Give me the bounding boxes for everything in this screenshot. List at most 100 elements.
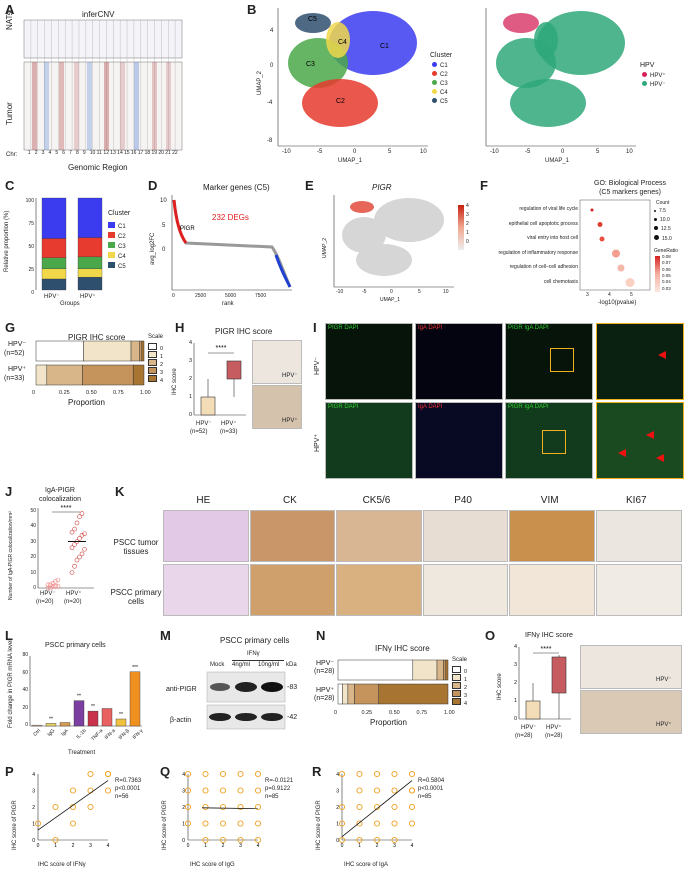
q-point <box>237 820 244 827</box>
c-legend-title: Cluster <box>108 210 131 217</box>
q-ytick: 3 <box>182 789 185 795</box>
h-ytick: 0 <box>188 412 192 418</box>
q-point <box>254 787 262 794</box>
b-ytick-4: -8 <box>267 138 273 144</box>
c-legend-text: C1 <box>118 224 126 230</box>
k-micrograph <box>509 564 595 616</box>
p-point <box>69 820 77 827</box>
k-col-header: HE <box>196 495 211 506</box>
o-yticks: 4 3 2 1 0 <box>509 644 517 724</box>
r-point <box>356 836 363 844</box>
m-title: PSCC primary cells <box>220 636 290 645</box>
l-sig: ** <box>91 704 95 710</box>
f-ratio-text: 0.04 <box>662 279 671 285</box>
g-bar-segment <box>83 340 132 362</box>
n-bar-segment <box>337 659 414 681</box>
e-xtick-3: 0 <box>390 289 393 295</box>
e-xtick-5: 10 <box>443 289 449 295</box>
p-point <box>34 820 42 827</box>
q-point <box>254 820 262 827</box>
a-chr-label: 7 <box>69 150 72 156</box>
c-bar-segment <box>41 197 67 239</box>
c-ytick: 75 <box>28 221 34 227</box>
o-sig: **** <box>541 646 552 653</box>
p-scatter: 00 1 1 2 2 3 3 4 4 <box>32 770 112 849</box>
p-point <box>69 787 77 794</box>
c-legend-swatch <box>108 262 115 268</box>
o-img-label-pos: HPV⁺ <box>656 722 672 728</box>
g-scale-title: Scale <box>148 334 164 340</box>
q-point <box>202 836 209 844</box>
i-img-pos-iga <box>415 402 503 479</box>
panel-c-label: C <box>5 178 15 193</box>
b-xtick-2: -5 <box>317 149 323 155</box>
b-ytick-3: -4 <box>267 100 273 106</box>
c-bar-segment <box>41 238 67 258</box>
b2-xtick-3: 0 <box>561 149 565 155</box>
n-legend-text: 0 <box>464 669 468 675</box>
g-legend-text: 1 <box>160 354 164 360</box>
b-cluster-legend-item: C2 <box>432 71 448 78</box>
l-sig: ** <box>77 694 81 700</box>
o-ytick: 4 <box>513 644 517 650</box>
r-point <box>391 820 398 827</box>
b-umap-cluster: C1 C2 C3 C4 C5 <box>277 8 428 147</box>
h-ytick: 1 <box>188 394 192 400</box>
n-row-pos-n: (n=28) <box>314 695 335 702</box>
a-chr-label: 13 <box>110 150 116 156</box>
q-xtick: 0 <box>187 843 190 849</box>
r-point <box>356 770 363 778</box>
b-hpv-legend-item: HPV⁺ <box>642 72 666 79</box>
d-xlabel: rank <box>222 301 234 307</box>
h-ytick: 3 <box>188 358 192 364</box>
e-colorbar <box>458 205 464 250</box>
q-stat: R=-0.0121 <box>265 778 294 784</box>
f-term-label: regulation of inflammatory response <box>498 249 579 256</box>
l-sig: ** <box>119 712 123 718</box>
e-scale: 4 3 2 1 0 <box>466 203 476 253</box>
panel-o-label: O <box>485 628 496 643</box>
r-point <box>391 787 398 794</box>
b-ylabel: UMAP_2 <box>257 70 263 95</box>
f-count-dot <box>654 210 656 212</box>
k-col-header: CK5/6 <box>362 495 391 506</box>
p-point <box>52 803 59 811</box>
f-ratio-text: 0.06 <box>662 266 671 272</box>
i-roi-box-pos <box>542 430 566 454</box>
q-point <box>219 803 227 811</box>
j-point-neg <box>55 577 61 583</box>
a-xlabel: Genomic Region <box>68 163 128 172</box>
g-legend-item: 0 <box>148 343 163 352</box>
j-point-pos <box>69 570 75 575</box>
f-term-label: epithelial cell apoptotic process <box>508 220 578 227</box>
panel-a-label: A <box>5 2 15 17</box>
r-ytick: 1 <box>336 822 339 828</box>
f-count-title: Count <box>656 200 670 206</box>
o-img-label-neg: HPV⁻ <box>656 677 672 683</box>
f-ratio-title: GeneRatio <box>654 248 678 254</box>
l-ylabel: Fold change in PIGR mRNA level <box>8 639 14 728</box>
j-point-pos <box>82 546 87 552</box>
g-legend-text: 0 <box>160 346 164 352</box>
p-xtick: 1 <box>54 843 57 849</box>
b-cluster-legend-dot <box>432 71 437 76</box>
p-xtick: 3 <box>89 843 92 849</box>
b-cluster-legend-title: Cluster <box>430 52 453 59</box>
g-row-pos-n: (n=33) <box>4 375 25 382</box>
n-bar-segment <box>347 683 355 705</box>
c-legend-swatch <box>108 242 115 248</box>
panel-g-label: G <box>5 320 16 335</box>
c-bar-segment <box>41 278 67 291</box>
b-xtick-4: 5 <box>388 149 392 155</box>
r-point <box>373 787 381 794</box>
l-bar <box>129 671 141 727</box>
i-row-neg: HPV⁻ <box>314 356 321 375</box>
a-heatmap <box>23 19 183 151</box>
q-point <box>237 803 244 811</box>
f-count-dot <box>654 218 657 221</box>
m-row-actin: β-actin <box>170 717 192 724</box>
c-ytick: 0 <box>31 290 34 296</box>
j-point-neg <box>48 582 53 588</box>
h-sig: **** <box>216 345 227 352</box>
f-ratio-colorbar <box>655 256 660 292</box>
